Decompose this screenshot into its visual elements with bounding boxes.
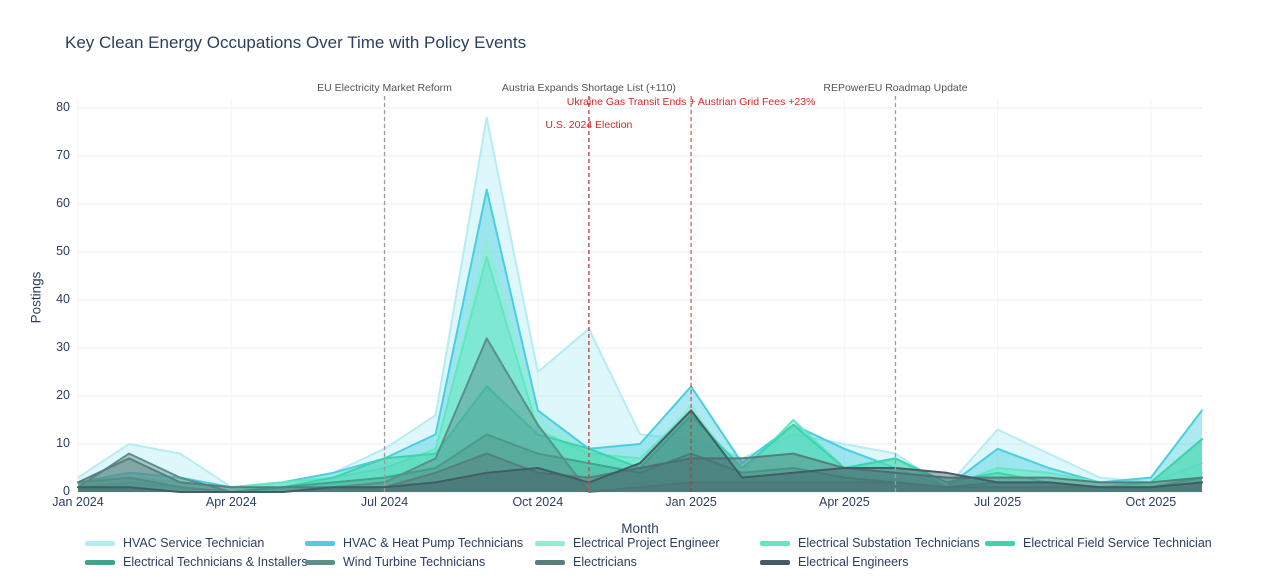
x-tick-label: Apr 2025 [818,495,870,509]
legend-swatch [305,540,335,546]
legend-label: Electrical Project Engineer [573,536,720,550]
event-annotation: Ukraine Gas Transit Ends + Austrian Grid… [566,96,816,108]
legend-item-electrical-project-engineer[interactable]: Electrical Project Engineer [535,536,720,550]
x-tick-label: Jan 2025 [665,495,717,509]
legend-swatch [85,559,115,565]
series-area-electrical-field-service-technician [78,386,1202,492]
chart-title: Key Clean Energy Occupations Over Time w… [65,33,527,52]
y-tick-label: 70 [56,148,70,162]
x-tick-label: Jan 2024 [52,495,104,509]
legend-label: HVAC & Heat Pump Technicians [343,536,524,550]
event-annotation: EU Electricity Market Reform [317,82,452,94]
legend-label: HVAC Service Technician [123,536,265,550]
legend-item-electrical-technicians-installers[interactable]: Electrical Technicians & Installers [85,555,308,569]
legend-item-electrical-field-service-technician[interactable]: Electrical Field Service Technician [985,536,1212,550]
series-area-electrical-technicians-installers [78,434,1202,492]
event-annotation: REPowerEU Roadmap Update [823,82,968,94]
legend-label: Wind Turbine Technicians [343,555,486,569]
y-tick-label: 80 [56,100,70,114]
x-tick-label: Oct 2025 [1125,495,1177,509]
y-tick-label: 30 [56,340,70,354]
legend-swatch [760,559,790,565]
event-annotation: U.S. 2024 Election [545,119,633,131]
legend-label: Electricians [573,555,637,569]
legend-swatch [535,540,565,546]
x-tick-label: Apr 2024 [205,495,257,509]
y-tick-label: 60 [56,196,70,210]
legend-swatch [760,540,790,546]
legend-item-electricians[interactable]: Electricians [535,555,637,569]
y-tick-label: 20 [56,388,70,402]
event-annotation: Austria Expands Shortage List (+110) [501,82,676,94]
series-line-electrical-substation-technicians [77,255,1203,489]
x-axis-title: Month [621,521,659,536]
legend-item-wind-turbine-technicians[interactable]: Wind Turbine Technicians [305,555,485,569]
legend-label: Electrical Technicians & Installers [123,555,308,569]
legend-item-hvac-heat-pump-technicians[interactable]: HVAC & Heat Pump Technicians [305,536,523,550]
y-tick-label: 0 [63,484,70,498]
series-line-electricians [77,452,1203,489]
y-tick-label: 50 [56,244,70,258]
y-tick-label: 40 [56,292,70,306]
series-line-electrical-engineers [77,409,1203,493]
x-tick-label: Oct 2024 [512,495,564,509]
series-area-electricians [78,453,1202,492]
legend-swatch [305,559,335,565]
series-area-electrical-engineers [78,410,1202,492]
legend-swatch [535,559,565,565]
legend-label: Electrical Field Service Technician [1023,536,1212,550]
legend-item-electrical-substation-technicians[interactable]: Electrical Substation Technicians [760,536,980,550]
legend-label: Electrical Engineers [798,555,909,569]
legend-label: Electrical Substation Technicians [798,536,980,550]
legend-swatch [985,540,1015,546]
legend-item-hvac-service-technician[interactable]: HVAC Service Technician [85,536,264,550]
legend-item-electrical-engineers[interactable]: Electrical Engineers [760,555,908,569]
x-tick-label: Jul 2024 [360,495,409,509]
x-tick-label: Jul 2025 [973,495,1022,509]
y-tick-label: 10 [56,436,70,450]
legend-swatch [85,540,115,546]
